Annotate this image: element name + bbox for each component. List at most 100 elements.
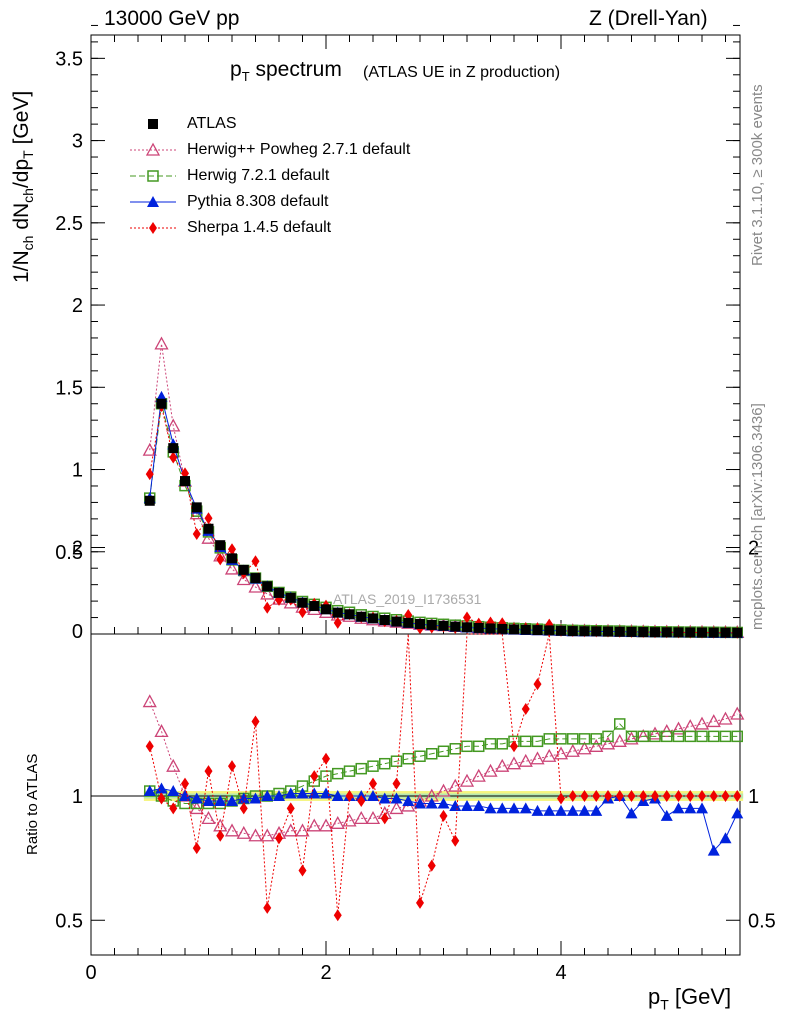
ratio-marker	[589, 738, 604, 752]
ratio-marker	[473, 740, 485, 753]
ratio-marker	[518, 753, 533, 767]
ratio-marker	[322, 752, 330, 765]
ratio-marker	[190, 792, 203, 804]
ratio-marker	[436, 783, 451, 797]
ratio-marker	[543, 804, 556, 816]
data-marker	[485, 623, 496, 634]
ratio-marker	[330, 815, 345, 829]
data-marker	[297, 597, 308, 608]
ratio-marker	[320, 770, 332, 782]
ratio-marker	[496, 802, 509, 814]
ratio-marker	[555, 733, 567, 745]
xtick-label: 0	[85, 962, 96, 984]
ratio-marker	[437, 797, 450, 809]
ratio-marker	[698, 790, 706, 802]
data-marker	[732, 627, 743, 638]
ratio-marker	[580, 790, 589, 802]
ratio-marker	[543, 733, 555, 745]
legend-marker	[147, 170, 159, 182]
data-marker	[638, 627, 649, 638]
main-marker	[298, 606, 307, 619]
data-marker	[309, 601, 320, 612]
ratio-marker	[367, 760, 379, 772]
data-marker	[520, 624, 531, 635]
ratio-marker	[495, 758, 510, 772]
ratio-marker	[249, 792, 262, 804]
ratio-marker	[520, 735, 532, 748]
ratio-marker	[459, 773, 475, 787]
chart-subtitle: (ATLAS UE in Z production)	[363, 64, 561, 81]
ratio-marker	[531, 804, 544, 816]
ratio-marker	[671, 721, 686, 735]
data-marker	[344, 609, 355, 620]
data-marker	[168, 443, 179, 454]
data-marker	[321, 604, 331, 615]
ratio-marker	[390, 755, 403, 767]
ratio-marker	[661, 730, 673, 743]
ratio-marker	[578, 804, 591, 816]
ratio-marker	[718, 711, 733, 725]
ratio-marker	[402, 794, 415, 806]
xtick-label: 2	[320, 962, 331, 984]
ratio-marker	[318, 818, 334, 832]
data-marker	[673, 627, 684, 638]
ratio-marker	[531, 735, 544, 748]
ratio-marker	[425, 797, 438, 809]
ratio-marker	[154, 724, 169, 738]
ratio-marker	[451, 834, 460, 847]
ratio-marker	[333, 909, 342, 922]
data-marker	[215, 540, 226, 551]
ytick-label: 1	[72, 460, 83, 482]
ratio-marker	[416, 896, 424, 909]
ratio-marker	[224, 823, 240, 837]
ratio-marker	[237, 792, 250, 804]
ratio-ytick-label: 0.5	[55, 910, 83, 932]
data-marker	[720, 627, 731, 638]
y-axis-label: 1/Nch dNch/dpT [GeV]	[10, 90, 37, 283]
ratio-marker	[461, 799, 473, 811]
title-t: T	[241, 69, 250, 85]
data-marker	[379, 615, 390, 626]
ratio-marker	[590, 733, 602, 745]
ratio-marker	[286, 802, 295, 815]
main-marker	[260, 586, 275, 600]
ratio-marker	[392, 777, 401, 790]
ratio-marker	[145, 740, 154, 753]
ratio-marker	[414, 797, 426, 809]
data-marker	[685, 627, 696, 638]
legend-marker	[145, 142, 161, 156]
main-marker	[228, 543, 236, 556]
data-marker	[697, 627, 707, 638]
ratio-marker	[263, 901, 272, 914]
ratio-ytick-label: 1	[72, 786, 83, 808]
ratio-marker	[236, 825, 251, 839]
data-marker	[450, 621, 461, 632]
data-marker	[426, 619, 437, 630]
ratio-marker	[510, 740, 518, 753]
main-marker	[216, 553, 225, 566]
ratio-marker	[672, 802, 685, 814]
ratio-marker	[296, 787, 309, 799]
process-label: Z (Drell-Yan)	[589, 7, 708, 30]
ratio-marker	[355, 762, 367, 775]
ratio-marker	[707, 844, 720, 856]
data-marker	[567, 626, 578, 637]
data-marker	[438, 620, 449, 631]
data-marker	[156, 398, 167, 409]
data-marker	[661, 627, 672, 638]
ratio-marker	[310, 770, 319, 783]
ratio-marker	[639, 790, 648, 802]
data-marker	[356, 611, 367, 622]
ratio-marker	[484, 802, 497, 814]
ratio-marker	[578, 733, 591, 745]
ratio-ytick-label-right: 2	[748, 538, 759, 560]
data-marker	[626, 626, 637, 637]
data-marker	[497, 623, 508, 634]
ratio-marker	[273, 790, 285, 801]
ratio-marker	[226, 794, 238, 806]
ratio-marker	[696, 802, 708, 814]
ratio-marker	[604, 790, 612, 802]
ratio-marker	[343, 765, 356, 777]
ratio-marker	[367, 790, 379, 801]
ratio-marker	[600, 736, 616, 750]
